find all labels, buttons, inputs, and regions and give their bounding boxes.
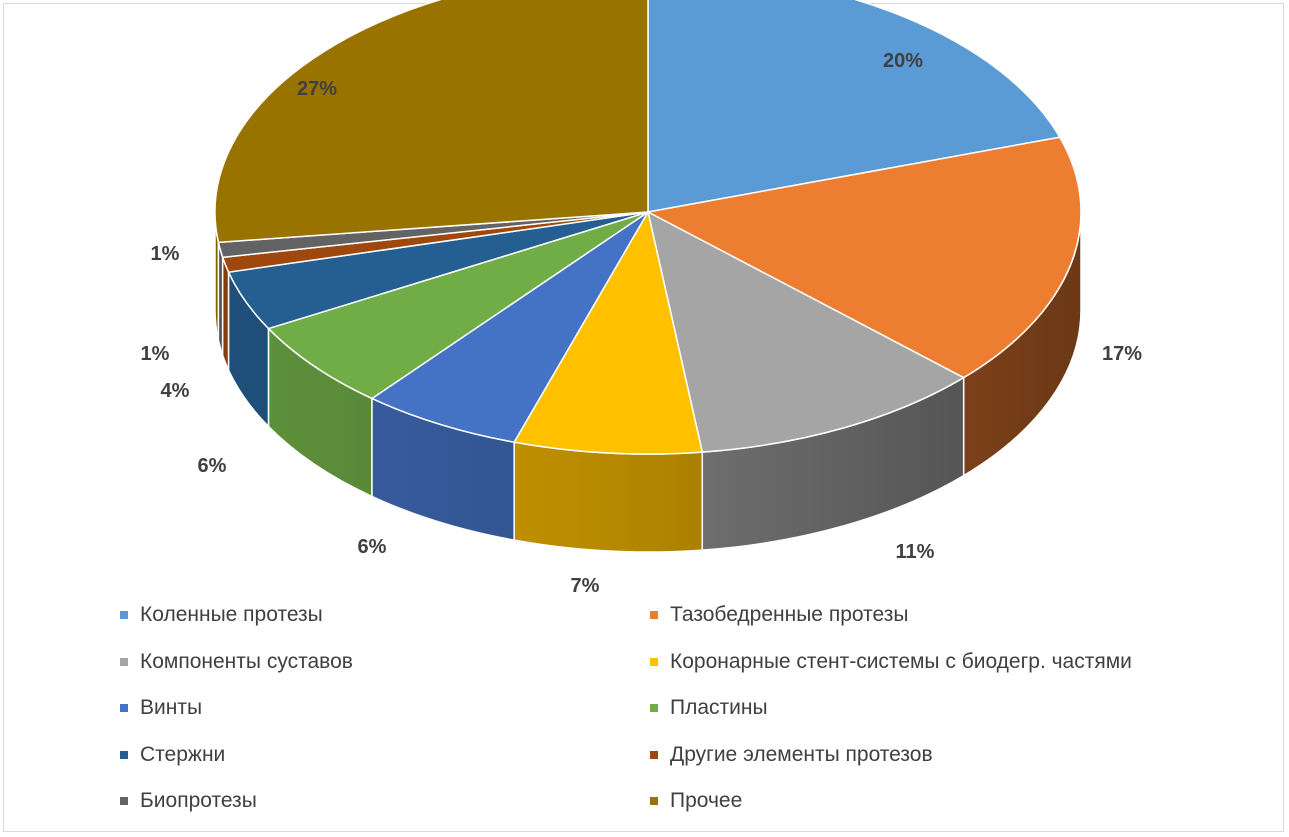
legend-swatch (120, 797, 128, 806)
pie-sides (214, 211, 1082, 553)
data-label-1: 17% (1102, 343, 1142, 365)
data-label-2: 11% (896, 541, 935, 563)
legend-item: Пластины (650, 685, 1180, 732)
legend-item: Коленные протезы (120, 592, 650, 639)
legend: Коленные протезы Тазобедренные протезы Ком… (120, 592, 1220, 822)
data-label-8: 1% (151, 243, 180, 265)
legend-swatch (120, 704, 128, 713)
legend-label: Коленные протезы (140, 603, 323, 627)
legend-swatch (650, 704, 658, 713)
data-label-9: 27% (297, 78, 337, 100)
legend-swatch (120, 611, 128, 620)
legend-item: Компоненты суставов (120, 639, 650, 686)
legend-swatch (650, 797, 658, 806)
data-labels: 20% 17% 11% 7% 6% 6% 4% 1% 1% 27% (141, 50, 1143, 597)
data-label-0: 20% (883, 50, 923, 72)
slice-5 (267, 211, 649, 400)
legend-item: Другие элементы протезов (650, 732, 1180, 779)
legend-label: Тазобедренные протезы (670, 603, 909, 627)
legend-label: Биопротезы (140, 789, 257, 813)
legend-label: Коронарные стент-системы с биодегр. част… (670, 649, 1132, 673)
data-label-7: 1% (141, 343, 170, 365)
data-label-4: 6% (358, 536, 387, 558)
legend-label: Прочее (670, 789, 743, 813)
slice-0 (647, 0, 1061, 213)
legend-swatch (120, 657, 128, 666)
legend-item: Биопротезы (120, 778, 650, 825)
pie-slices (214, 0, 1082, 455)
legend-swatch (650, 750, 658, 759)
legend-label: Винты (140, 696, 203, 720)
slice-4 (370, 211, 649, 443)
slice-2 (646, 210, 966, 453)
legend-item: Стержни (120, 732, 650, 779)
slice-side-7 (221, 257, 230, 371)
slice-3 (513, 209, 704, 455)
data-label-3: 7% (571, 575, 600, 597)
legend-item: Тазобедренные протезы (650, 592, 1180, 639)
legend-label: Стержни (140, 742, 226, 766)
data-label-5: 6% (198, 455, 227, 477)
legend-swatch (650, 611, 658, 620)
legend-label: Компоненты суставов (140, 649, 353, 673)
legend-swatch (120, 750, 128, 759)
legend-swatch (650, 657, 658, 666)
legend-item: Коронарные стент-системы с биодегр. част… (650, 639, 1180, 686)
legend-label: Пластины (670, 696, 768, 720)
legend-label: Другие элементы протезов (670, 742, 933, 766)
legend-item: Винты (120, 685, 650, 732)
slice-1 (645, 136, 1082, 379)
data-label-6: 4% (161, 380, 190, 402)
slice-side-3 (513, 441, 704, 553)
legend-item: Прочее (650, 778, 1180, 825)
slice-9 (214, 0, 649, 244)
